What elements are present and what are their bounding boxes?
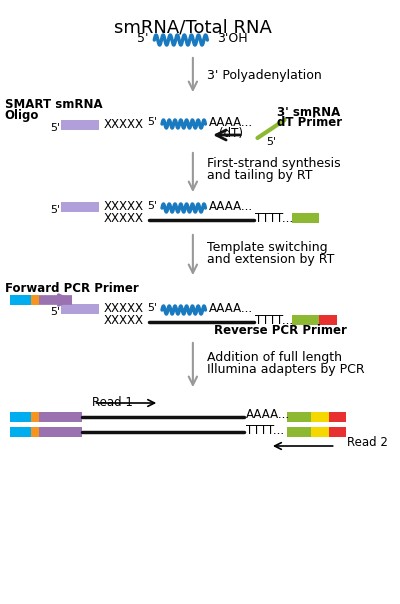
Text: 5': 5'	[147, 117, 158, 127]
Text: TTTT...: TTTT...	[254, 313, 293, 327]
Text: 3' smRNA: 3' smRNA	[277, 106, 340, 118]
Text: XXXXX: XXXXX	[104, 199, 144, 213]
Text: Addition of full length: Addition of full length	[207, 352, 342, 364]
Bar	[31, 295, 38, 305]
Bar	[312, 427, 329, 437]
Text: (dT): (dT)	[219, 127, 243, 141]
Text: Forward PCR Primer: Forward PCR Primer	[5, 281, 138, 295]
Text: XXXXX: XXXXX	[104, 313, 144, 327]
Text: AAAA...: AAAA...	[209, 199, 253, 213]
Text: 3' Polyadenylation: 3' Polyadenylation	[207, 68, 322, 82]
Text: Template switching: Template switching	[207, 242, 328, 254]
Text: Oligo: Oligo	[5, 109, 39, 123]
Text: Read 2: Read 2	[347, 437, 388, 449]
Text: AAAA...: AAAA...	[209, 301, 253, 315]
Bar	[10, 427, 31, 437]
Text: dT Primer: dT Primer	[277, 117, 342, 129]
Bar	[312, 412, 329, 422]
Text: 5': 5'	[147, 201, 158, 211]
Text: 3'OH: 3'OH	[217, 31, 248, 45]
Text: 5': 5'	[50, 307, 60, 317]
Bar	[329, 412, 346, 422]
Text: TTTT...: TTTT...	[254, 211, 293, 225]
Text: smRNA/Total RNA: smRNA/Total RNA	[114, 18, 272, 36]
Bar	[61, 304, 99, 314]
Bar	[287, 427, 312, 437]
Bar	[292, 213, 319, 223]
Text: First-strand synthesis: First-strand synthesis	[207, 156, 341, 170]
Text: XXXXX: XXXXX	[104, 301, 144, 315]
Bar	[61, 202, 99, 212]
Bar	[61, 120, 99, 130]
Text: 5': 5'	[147, 303, 158, 313]
Text: Reverse PCR Primer: Reverse PCR Primer	[214, 324, 347, 336]
Text: 5': 5'	[50, 205, 60, 215]
Bar	[287, 412, 312, 422]
Text: AAAA...: AAAA...	[246, 408, 290, 422]
Bar	[31, 427, 38, 437]
Bar	[319, 315, 336, 325]
Text: SMART smRNA: SMART smRNA	[5, 98, 102, 112]
Text: TTTT...: TTTT...	[246, 423, 284, 437]
Text: XXXXX: XXXXX	[104, 211, 144, 225]
Bar	[31, 412, 38, 422]
Text: 5': 5'	[137, 31, 148, 45]
Text: Read 1: Read 1	[92, 396, 132, 408]
Bar	[38, 412, 82, 422]
Text: and extension by RT: and extension by RT	[207, 254, 335, 266]
Text: Illumina adapters by PCR: Illumina adapters by PCR	[207, 364, 365, 376]
Text: XXXXX: XXXXX	[104, 118, 144, 130]
Text: and tailing by RT: and tailing by RT	[207, 169, 313, 181]
Bar	[292, 315, 319, 325]
Text: 5': 5'	[266, 137, 276, 147]
Bar	[10, 295, 31, 305]
Text: 5': 5'	[50, 123, 60, 133]
Bar	[329, 427, 346, 437]
Bar	[10, 412, 31, 422]
Bar	[38, 427, 82, 437]
Text: AAAA...: AAAA...	[209, 115, 253, 129]
